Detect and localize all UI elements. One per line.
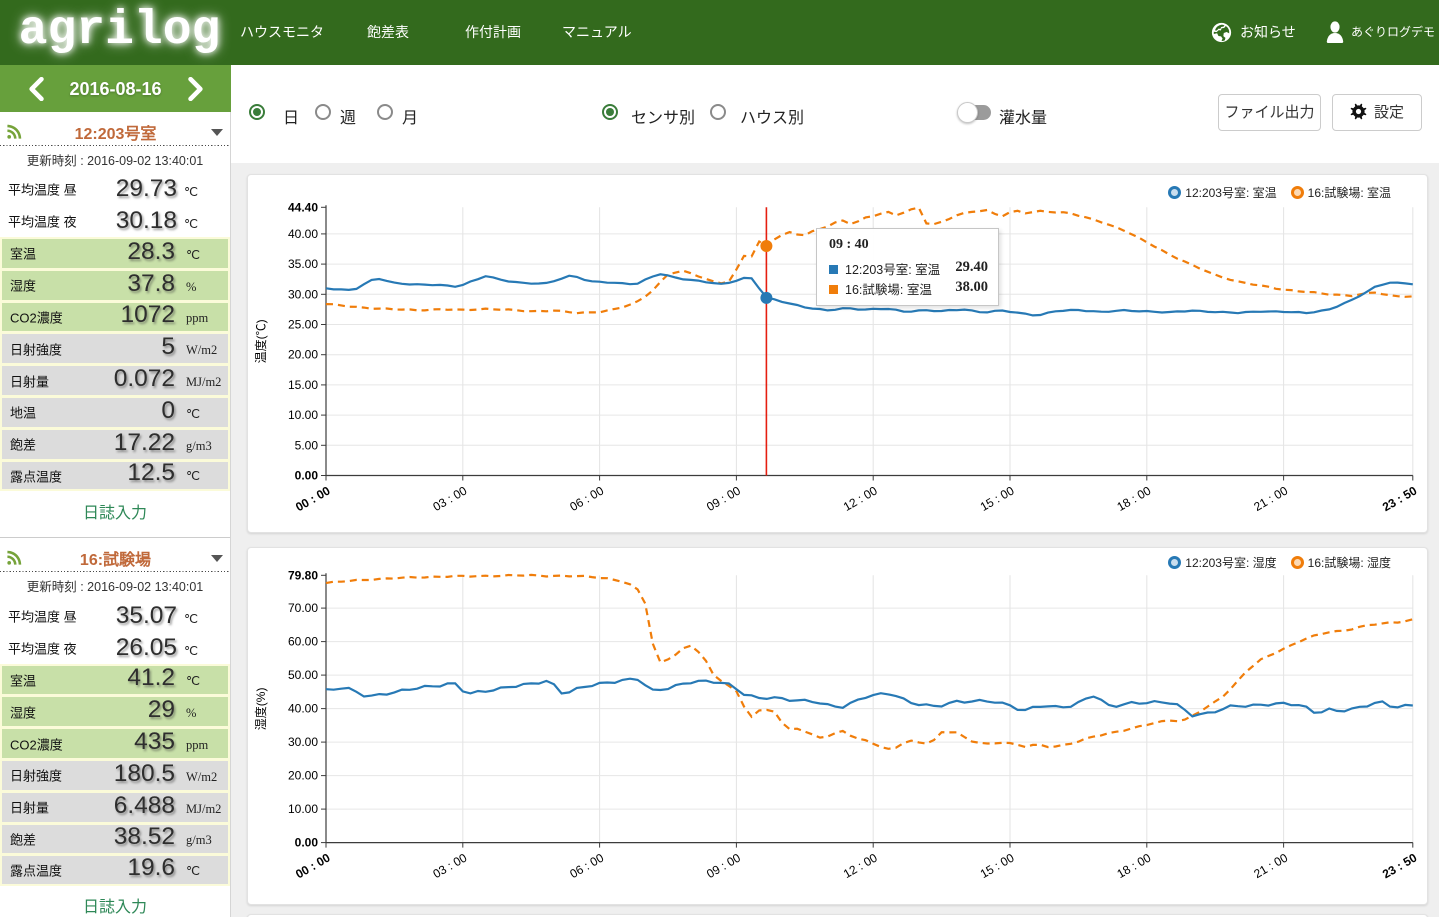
svg-text:12 : 00: 12 : 00 bbox=[841, 483, 880, 514]
svg-text:40.00: 40.00 bbox=[288, 227, 318, 241]
svg-text:40.00: 40.00 bbox=[288, 702, 318, 716]
svg-text:03 : 00: 03 : 00 bbox=[431, 850, 470, 881]
svg-text:35.00: 35.00 bbox=[288, 257, 318, 271]
svg-text:60.00: 60.00 bbox=[288, 635, 318, 649]
svg-text:21 : 00: 21 : 00 bbox=[1251, 850, 1290, 881]
svg-text:20.00: 20.00 bbox=[288, 348, 318, 362]
svg-text:03 : 00: 03 : 00 bbox=[431, 483, 470, 514]
svg-text:09 : 00: 09 : 00 bbox=[704, 850, 743, 881]
svg-text:79.80: 79.80 bbox=[288, 568, 318, 582]
svg-text:25.00: 25.00 bbox=[288, 318, 318, 332]
svg-text:15.00: 15.00 bbox=[288, 378, 318, 392]
svg-text:06 : 00: 06 : 00 bbox=[567, 483, 606, 514]
svg-text:15 : 00: 15 : 00 bbox=[978, 483, 1017, 514]
svg-text:18 : 00: 18 : 00 bbox=[1115, 483, 1154, 514]
svg-text:0.00: 0.00 bbox=[295, 836, 319, 850]
svg-text:00 : 00: 00 : 00 bbox=[293, 483, 333, 514]
svg-text:温度(℃): 温度(℃) bbox=[254, 319, 268, 363]
svg-text:23 : 50: 23 : 50 bbox=[1380, 850, 1420, 881]
svg-text:70.00: 70.00 bbox=[288, 601, 318, 615]
svg-text:18 : 00: 18 : 00 bbox=[1115, 850, 1154, 881]
svg-text:10.00: 10.00 bbox=[288, 408, 318, 422]
svg-text:44.40: 44.40 bbox=[288, 200, 318, 214]
svg-text:50.00: 50.00 bbox=[288, 668, 318, 682]
svg-text:12 : 00: 12 : 00 bbox=[841, 850, 880, 881]
svg-text:09 : 00: 09 : 00 bbox=[704, 483, 743, 514]
svg-text:湿度(%): 湿度(%) bbox=[253, 688, 268, 731]
svg-text:23 : 50: 23 : 50 bbox=[1380, 483, 1420, 514]
svg-text:21 : 00: 21 : 00 bbox=[1251, 483, 1290, 514]
svg-text:5.00: 5.00 bbox=[295, 438, 319, 452]
svg-text:15 : 00: 15 : 00 bbox=[978, 850, 1017, 881]
svg-text:06 : 00: 06 : 00 bbox=[567, 850, 606, 881]
svg-text:30.00: 30.00 bbox=[288, 287, 318, 301]
svg-text:10.00: 10.00 bbox=[288, 802, 318, 816]
svg-text:20.00: 20.00 bbox=[288, 769, 318, 783]
svg-text:30.00: 30.00 bbox=[288, 735, 318, 749]
svg-text:0.00: 0.00 bbox=[295, 469, 319, 483]
svg-text:00 : 00: 00 : 00 bbox=[293, 850, 333, 881]
